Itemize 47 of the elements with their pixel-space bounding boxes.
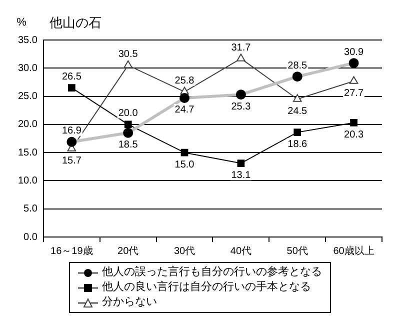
data-label: 27.7 [344,88,364,99]
y-tick-label: 15.0 [18,147,38,158]
data-label: 26.5 [62,72,82,83]
data-label: 25.8 [174,76,195,87]
legend-label: 他人の誤った言行も自分の行いの参考となる [102,265,322,280]
data-label: 18.5 [118,140,138,151]
data-label: 20.3 [344,129,364,140]
data-label: 13.1 [231,170,252,182]
chart-title: 他山の石 [49,15,102,30]
y-tick-label: 10.0 [18,175,38,186]
point [350,119,358,126]
x-tick-label: 50代 [286,246,308,257]
data-label: 24.5 [288,106,308,117]
data-label: 16.9 [62,126,82,137]
data-label: 18.6 [288,139,308,150]
data-label: 15.7 [62,155,82,166]
y-tick-label: 25.0 [18,91,38,102]
x-tick-label: 30代 [174,246,196,257]
data-label: 25.3 [231,101,252,112]
point [68,84,76,92]
y-tick-label: 35.0 [18,34,38,46]
data-label: 28.5 [288,60,308,72]
x-tick-label: 16～19歳 [50,244,93,257]
y-axis-title: % [16,16,27,29]
point [349,76,358,84]
y-tick-label: 0.0 [24,232,38,243]
y-tick-label: 5.0 [24,204,38,215]
point [180,148,188,156]
data-label: 20.0 [118,108,138,120]
point [236,54,246,62]
x-tick-label: 40代 [230,246,252,257]
data-label: 31.7 [231,42,252,54]
data-label: 15.0 [174,159,195,170]
legend-label: 他人の良い言行は自分の行いの手本となる [102,280,311,295]
y-tick-label: 20.0 [18,119,38,130]
data-label: 30.9 [344,46,364,58]
point [292,94,302,102]
legend-label: 分からない [102,295,157,310]
point [294,128,302,136]
point [124,120,132,128]
x-tick-label: 20代 [118,246,139,257]
point [237,160,245,167]
point [124,60,132,68]
x-tick-label: 60歳以上 [333,244,374,257]
y-tick-label: 30.0 [18,62,38,74]
data-label: 30.5 [118,49,138,60]
data-label: 24.7 [174,104,195,116]
